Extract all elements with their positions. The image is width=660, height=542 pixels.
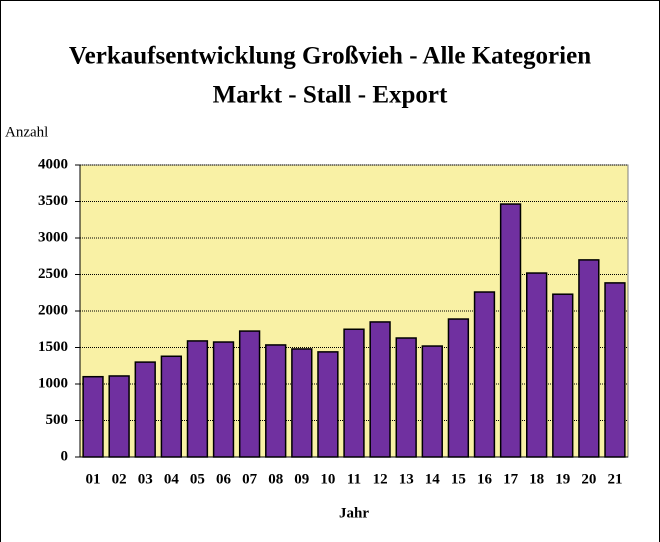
bar — [160, 355, 182, 458]
bar — [447, 318, 470, 458]
x-tick-label: 14 — [425, 471, 441, 487]
bar — [343, 328, 365, 458]
bar — [108, 375, 130, 458]
y-tick-label: 2000 — [38, 302, 68, 318]
y-tick-label: 2500 — [38, 266, 68, 282]
x-tick-label: 21 — [607, 471, 622, 487]
bar — [369, 321, 391, 458]
x-tick-label: 08 — [268, 471, 283, 487]
bar — [578, 259, 600, 458]
y-tick-label: 500 — [46, 412, 69, 428]
x-tick-label: 03 — [138, 471, 153, 487]
bar — [291, 348, 313, 458]
bar — [604, 282, 626, 458]
y-axis-label: Anzahl — [5, 124, 48, 140]
y-tick-label: 1500 — [38, 339, 68, 355]
x-tick-label: 06 — [216, 471, 232, 487]
x-tick-label: 01 — [86, 471, 101, 487]
bar — [238, 330, 261, 458]
y-tick-label: 1000 — [38, 375, 68, 391]
bar — [265, 344, 287, 458]
chart-subtitle: Markt - Stall - Export — [213, 82, 448, 109]
bar — [499, 203, 522, 458]
x-tick-label: 20 — [581, 471, 596, 487]
y-tick-label: 0 — [61, 448, 69, 464]
x-tick-label: 11 — [347, 471, 361, 487]
bar — [395, 337, 417, 458]
x-tick-label: 13 — [399, 471, 414, 487]
x-tick-label: 19 — [555, 471, 570, 487]
bar — [526, 272, 548, 458]
x-tick-label: 09 — [294, 471, 309, 487]
x-tick-label: 16 — [477, 471, 493, 487]
x-tick-label: 10 — [320, 471, 335, 487]
x-tick-label: 05 — [190, 471, 205, 487]
bar — [186, 340, 209, 458]
bar — [421, 345, 443, 458]
bar — [552, 293, 574, 458]
bar — [82, 375, 104, 458]
bar — [134, 361, 156, 458]
x-tick-label: 18 — [529, 471, 544, 487]
x-tick-label: 07 — [242, 471, 258, 487]
y-tick-label: 3000 — [38, 229, 68, 245]
x-tick-label: 02 — [112, 471, 127, 487]
x-tick-label: 12 — [373, 471, 388, 487]
bar — [212, 341, 235, 458]
x-axis-label: Jahr — [339, 505, 369, 521]
bar — [473, 291, 496, 458]
bar — [317, 351, 339, 458]
y-tick-label: 3500 — [38, 193, 68, 209]
chart-title: Verkaufsentwicklung Großvieh - Alle Kate… — [69, 43, 591, 70]
x-tick-label: 17 — [503, 471, 519, 487]
y-tick-label: 4000 — [38, 156, 68, 172]
x-tick-label: 04 — [164, 471, 180, 487]
x-tick-label: 15 — [451, 471, 466, 487]
